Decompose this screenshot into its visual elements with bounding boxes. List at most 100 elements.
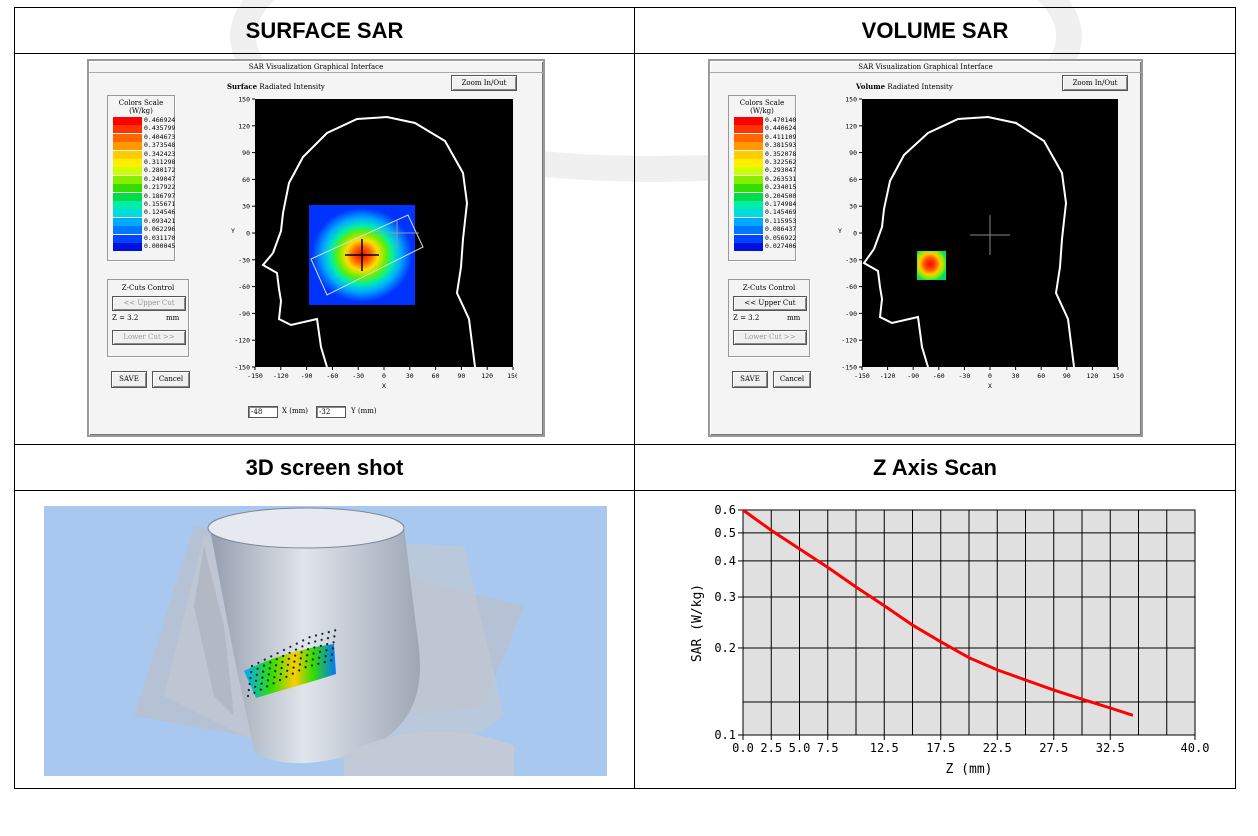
x-tick-label: 60 <box>432 372 440 380</box>
measurement-point <box>282 648 286 652</box>
lower-cut-button[interactable]: Lower Cut >> <box>733 330 807 345</box>
x-tick-label: 0 <box>382 372 386 380</box>
x-tick-label: -150 <box>247 372 263 380</box>
scale-swatch <box>734 209 763 218</box>
header-z-axis-scan: Z Axis Scan <box>634 444 1236 491</box>
measurement-point <box>285 675 288 678</box>
measurement-point <box>267 673 270 676</box>
surface-sar-plot[interactable]: -150 -120 -90 -60 -30 0 30 60 90 120 150 150 120 90 60… <box>217 97 517 397</box>
window-title: SAR Visualization Graphical Interface <box>89 63 543 73</box>
3d-phantom-view[interactable] <box>44 506 607 776</box>
scale-value: 0.440624 <box>765 124 797 133</box>
x-tick-label: 150 <box>1112 372 1124 380</box>
measurement-point <box>260 682 263 685</box>
x-coordinate-label: X (mm) <box>282 407 308 415</box>
plot-label: Volume Radiated Intensity <box>856 82 953 91</box>
save-button[interactable]: SAVE <box>732 371 768 388</box>
x-tick-label: 17.5 <box>926 741 955 755</box>
cancel-button[interactable]: Cancel <box>152 371 190 388</box>
scale-value: 0.234015 <box>765 183 797 192</box>
measurement-point <box>248 682 251 686</box>
measurement-point <box>272 682 275 685</box>
measurement-point <box>253 691 256 694</box>
measurement-point <box>326 643 329 646</box>
y-tick-label: 60 <box>242 176 250 184</box>
y-tick-label: -30 <box>845 256 857 264</box>
x-tick-label: -30 <box>959 372 971 380</box>
x-tick-label: 150 <box>507 372 517 380</box>
cancel-button[interactable]: Cancel <box>773 371 811 388</box>
scale-value: 0.466924 <box>144 116 176 124</box>
save-button[interactable]: SAVE <box>111 371 147 388</box>
measurement-point <box>293 660 296 663</box>
measurement-point <box>273 676 276 679</box>
measurement-point <box>321 632 324 635</box>
measurement-point <box>289 645 292 648</box>
x-coordinate-field[interactable]: -48 <box>248 406 278 418</box>
measurement-point <box>275 658 278 661</box>
x-tick-label: 5.0 <box>789 741 811 755</box>
plot-label-text: Radiated Intensity <box>259 83 325 91</box>
x-tick-label: -90 <box>907 372 919 380</box>
z-axis-scan-chart[interactable]: 0.0 2.5 5.0 7.5 12.5 17.5 22.5 27.5 32.5 40.0 0.1 0… <box>649 499 1229 781</box>
measurement-point <box>310 664 314 667</box>
upper-cut-button[interactable]: << Upper Cut <box>733 296 807 311</box>
zoom-button[interactable]: Zoom In/Out <box>451 75 517 91</box>
z-axis-scan-cell: 0.0 2.5 5.0 7.5 12.5 17.5 22.5 27.5 32.5 40.0 0.1 0… <box>634 490 1236 789</box>
y-tick-label: -90 <box>845 310 857 318</box>
measurement-point <box>280 666 283 670</box>
measurement-point <box>320 638 323 641</box>
x-tick-label: 120 <box>1087 372 1099 380</box>
scale-swatch <box>113 175 142 184</box>
y-tick-label: 0 <box>853 230 857 238</box>
measurement-point <box>269 661 272 664</box>
surface-sar-cell: SAR Visualization Graphical Interface Zo… <box>14 53 635 445</box>
x-tick-label: 90 <box>457 372 465 380</box>
scale-swatch <box>113 167 142 176</box>
scale-value: 0.000045 <box>144 242 176 250</box>
measurement-point <box>291 672 294 675</box>
y-tick-label: 0.5 <box>714 526 736 540</box>
measurement-point <box>254 679 258 682</box>
y-tick-label: 120 <box>845 122 857 130</box>
phone-outline <box>310 214 424 296</box>
lower-cut-button[interactable]: Lower Cut >> <box>112 330 186 345</box>
scale-value: 0.093421 <box>144 216 176 225</box>
volume-sar-plot[interactable]: -150 -120 -90 -60 -30 0 30 60 90 120 150 150 120 90 60… <box>838 97 1128 397</box>
scale-value: 0.124546 <box>144 208 176 217</box>
z-value: Z = 3.2 <box>112 314 139 322</box>
scale-swatch <box>734 159 763 167</box>
y-tick-label: 60 <box>849 176 857 184</box>
measurement-point <box>250 670 253 674</box>
upper-cut-button[interactable]: << Upper Cut <box>112 296 186 311</box>
scale-swatch <box>113 243 142 251</box>
scale-value: 0.027406 <box>765 242 797 250</box>
scale-swatch <box>734 234 763 243</box>
x-tick-label: 40.0 <box>1181 741 1210 755</box>
measurement-point <box>282 654 285 658</box>
z-cuts-title: Z-Cuts Control <box>121 284 175 292</box>
plot-label-mode: Surface <box>227 82 258 91</box>
x-tick-label: 30 <box>1012 372 1020 380</box>
measurement-point <box>313 646 316 649</box>
phantom-head-shell <box>209 508 420 764</box>
y-coordinate-field[interactable]: -32 <box>316 406 346 418</box>
x-tick-label: 60 <box>1037 372 1045 380</box>
x-axis-name: X <box>382 382 386 390</box>
y-tick-label: 90 <box>242 149 250 157</box>
scale-swatch <box>113 159 142 167</box>
measurement-point <box>286 663 290 666</box>
x-axis-label: Z (mm) <box>946 762 993 777</box>
measurement-point <box>294 654 297 657</box>
zoom-button[interactable]: Zoom In/Out <box>1062 75 1128 91</box>
scale-swatch <box>734 117 763 125</box>
measurement-point <box>268 667 271 670</box>
header-volume-sar: VOLUME SAR <box>634 7 1236 54</box>
measurement-point <box>325 649 328 652</box>
measurement-point <box>278 678 282 682</box>
z-value: Z = 3.2 <box>733 314 760 322</box>
measurement-point <box>304 666 307 669</box>
plot-label-mode: Volume <box>856 82 886 91</box>
scale-value: 0.470140 <box>765 116 797 124</box>
scale-value: 0.031170 <box>144 233 176 242</box>
